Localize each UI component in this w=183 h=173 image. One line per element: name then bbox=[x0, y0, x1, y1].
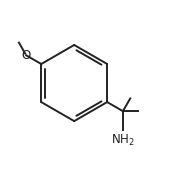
Text: NH$_2$: NH$_2$ bbox=[111, 133, 135, 148]
Text: O: O bbox=[22, 49, 31, 62]
